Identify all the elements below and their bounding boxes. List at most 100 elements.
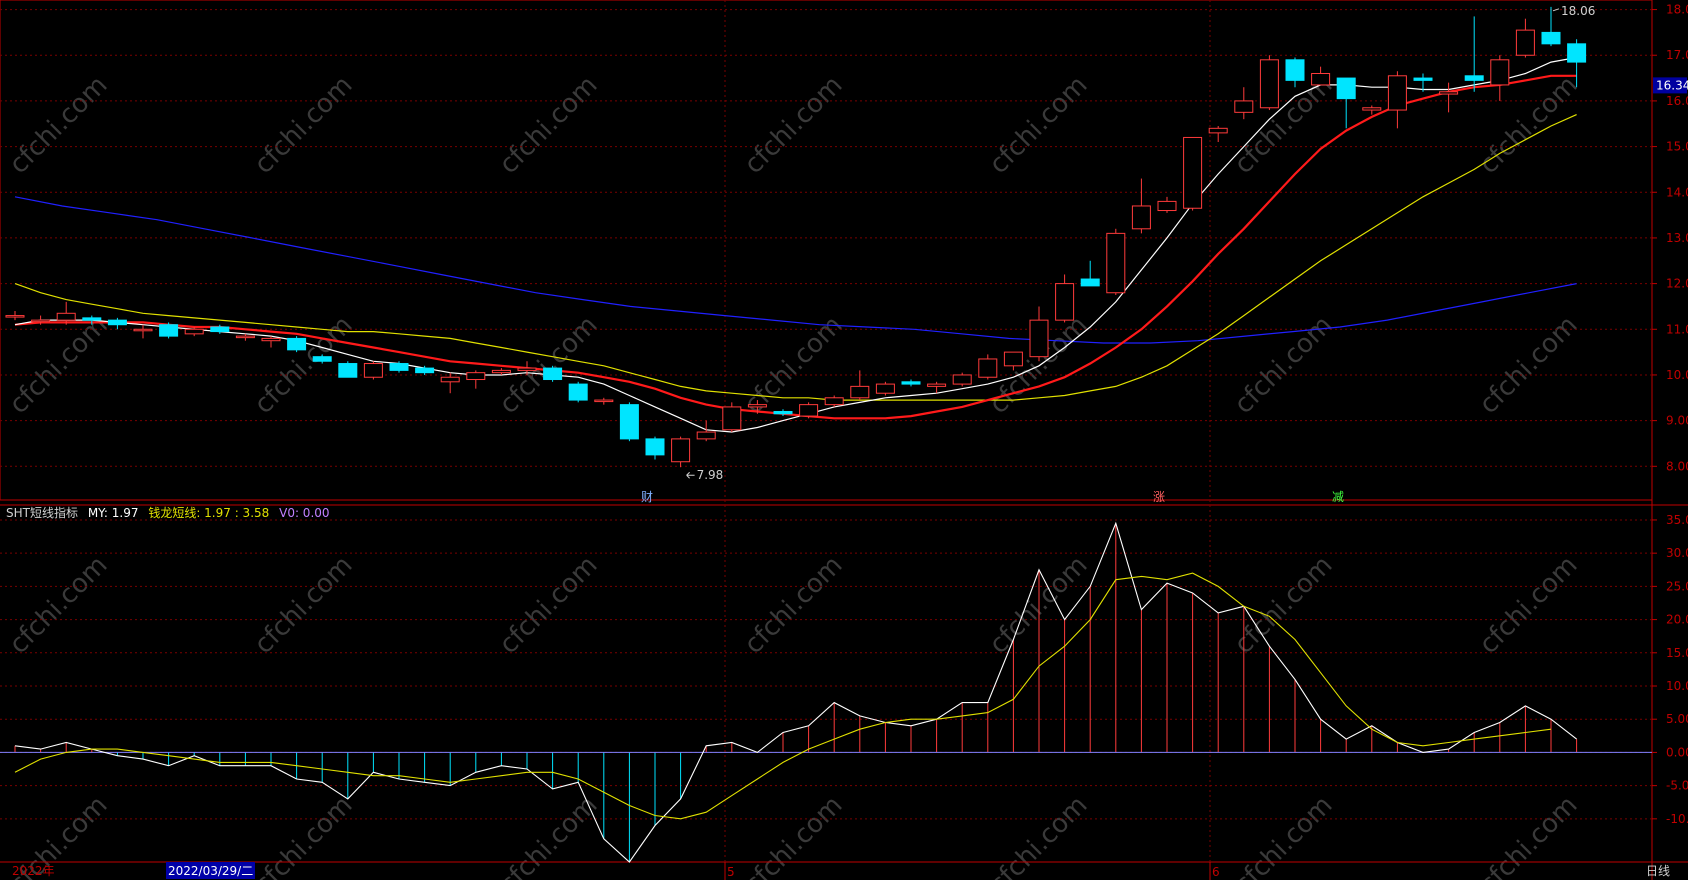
- price-tick-label: 18.00: [1666, 3, 1688, 17]
- candle-down: [415, 367, 435, 374]
- annotations: 18.06 7.98 财 涨 减: [641, 4, 1595, 504]
- candle-up: [1259, 59, 1279, 109]
- candle-up: [261, 337, 281, 342]
- candle-up: [875, 383, 895, 394]
- my-line: [14, 521, 1577, 863]
- candle-down: [389, 363, 409, 371]
- candle-down: [338, 363, 358, 378]
- candle-down: [1285, 59, 1305, 81]
- candle-up: [1157, 200, 1177, 212]
- high-arrow: [1552, 8, 1560, 12]
- current-price-label: 16.34: [1656, 78, 1688, 92]
- candle-up: [1183, 136, 1203, 209]
- qlong-value: 钱龙短线: 1.97 : 3.58: [148, 506, 270, 520]
- candle-down: [159, 324, 179, 337]
- indicator-axis: 35.00 30.00 25.00 20.00 15.00 10.00 5.00 0.00 -5…: [724, 513, 1688, 880]
- moving-average-lines: [14, 56, 1577, 433]
- candle-up: [184, 328, 204, 335]
- candle-up: [517, 367, 537, 371]
- v0-value: V0: 0.00: [279, 506, 330, 520]
- price-tick-label: 8.00: [1666, 459, 1688, 473]
- candle-up: [1515, 29, 1535, 56]
- indicator-tick-label: -10.00: [1666, 812, 1688, 826]
- candle-up: [978, 358, 998, 378]
- event-marker-cai[interactable]: 财: [641, 490, 653, 504]
- price-tick-label: 13.00: [1666, 231, 1688, 245]
- candle-up: [1387, 75, 1407, 111]
- date-cursor-label: 2022/03/29/二: [166, 862, 256, 879]
- candle-up: [363, 363, 383, 378]
- ma10-line: [14, 74, 1577, 420]
- event-marker-jian[interactable]: 减: [1332, 490, 1344, 504]
- ma60-line: [14, 196, 1577, 344]
- indicator-tick-label: 20.00: [1666, 613, 1688, 627]
- period-selector[interactable]: 日线: [1645, 864, 1670, 878]
- low-arrow: [686, 471, 695, 479]
- candle-down: [901, 381, 921, 385]
- candle-up: [133, 328, 153, 332]
- price-tick-label: 9.00: [1666, 414, 1688, 428]
- candle-up: [594, 399, 614, 403]
- indicator-tick-label: 30.00: [1666, 546, 1688, 560]
- event-marker-zhang[interactable]: 涨: [1153, 489, 1165, 504]
- candle-down: [1413, 77, 1433, 81]
- year-label: 2022年: [12, 864, 55, 878]
- candle-up: [1439, 91, 1459, 95]
- price-axis: 18.00 17.00 16.00 15.00 14.00 13.00 12.00 11.00…: [1652, 3, 1688, 473]
- candle-down: [287, 337, 307, 351]
- candle-down: [82, 317, 102, 321]
- month-label: 6: [1212, 865, 1220, 879]
- candle-down: [619, 404, 639, 440]
- candle-up: [31, 319, 51, 323]
- candle-up: [235, 335, 255, 339]
- candle-up: [56, 312, 76, 321]
- indicator-panel[interactable]: [0, 521, 1652, 863]
- candle-down: [568, 383, 588, 401]
- candle-down: [543, 367, 563, 381]
- indicator-tick-label: 10.00: [1666, 679, 1688, 693]
- candle-up: [824, 397, 844, 406]
- price-tick-label: 15.00: [1666, 140, 1688, 154]
- candle-down: [1567, 43, 1587, 63]
- indicator-name: SHT短线指标: [6, 506, 78, 520]
- candle-down: [645, 438, 665, 456]
- candle-up: [1029, 319, 1049, 358]
- indicator-tick-label: 35.00: [1666, 513, 1688, 527]
- indicator-tick-label: -5.00: [1666, 779, 1688, 793]
- candle-up: [1106, 232, 1126, 294]
- low-price-label: 7.98: [697, 468, 724, 482]
- candle-down: [1541, 31, 1561, 45]
- candle-down: [107, 319, 127, 326]
- candle-up: [1055, 283, 1075, 321]
- indicator-tick-label: 0.00: [1666, 745, 1688, 759]
- price-tick-label: 16.00: [1666, 94, 1688, 108]
- high-price-label: 18.06: [1561, 4, 1595, 18]
- candlesticks[interactable]: [5, 6, 1587, 468]
- month-label: 5: [727, 865, 735, 879]
- candle-up: [952, 374, 972, 385]
- candle-down: [312, 356, 332, 362]
- candle-up: [1208, 127, 1228, 134]
- qlong-line: [14, 572, 1552, 820]
- candle-up: [696, 431, 716, 440]
- price-tick-label: 10.00: [1666, 368, 1688, 382]
- ma5-line: [14, 56, 1577, 433]
- candle-up: [1003, 351, 1023, 367]
- candle-up: [747, 404, 767, 408]
- candle-up: [1234, 100, 1254, 113]
- candle-up: [722, 406, 742, 431]
- candle-down: [210, 326, 230, 333]
- candle-up: [1362, 107, 1382, 111]
- candle-up: [850, 385, 870, 399]
- indicator-tick-label: 25.00: [1666, 579, 1688, 593]
- candle-up: [1131, 205, 1151, 230]
- ma20-line: [14, 114, 1577, 401]
- price-tick-label: 12.00: [1666, 277, 1688, 291]
- price-tick-label: 11.00: [1666, 322, 1688, 336]
- candle-up: [491, 369, 511, 374]
- candle-up: [466, 372, 486, 381]
- my-value: MY: 1.97: [87, 506, 139, 520]
- candle-up: [927, 383, 947, 387]
- candle-down: [1336, 77, 1356, 100]
